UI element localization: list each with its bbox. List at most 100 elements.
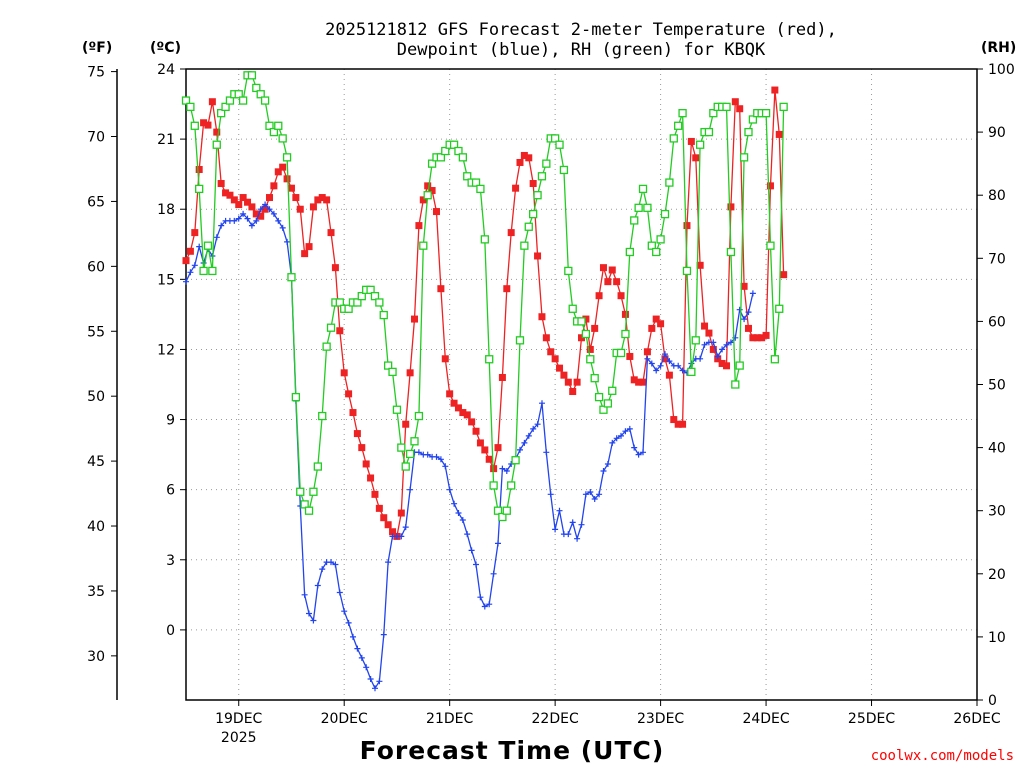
rh-point bbox=[274, 121, 283, 130]
dewpoint-point bbox=[644, 355, 651, 362]
temperature-point bbox=[503, 285, 511, 293]
rh-point bbox=[687, 367, 696, 377]
temperature-point bbox=[397, 509, 405, 517]
rh-point bbox=[265, 121, 274, 130]
temperature-point bbox=[279, 163, 287, 171]
temperature-point bbox=[683, 222, 691, 230]
temperature-point bbox=[617, 292, 625, 300]
temperature-point bbox=[375, 504, 383, 512]
rh-point bbox=[682, 266, 692, 276]
dewpoint-point bbox=[521, 439, 528, 446]
temperature-point bbox=[235, 201, 243, 209]
temperature-point bbox=[674, 420, 682, 428]
dewpoint-point bbox=[341, 608, 348, 615]
series-rh bbox=[181, 71, 788, 522]
rh-point bbox=[388, 367, 397, 377]
x-tick-label: 19DEC bbox=[215, 711, 262, 727]
dewpoint-point bbox=[437, 456, 444, 463]
rh-point bbox=[458, 153, 468, 162]
rh-point bbox=[744, 127, 753, 137]
rh-point bbox=[313, 462, 322, 471]
rh-point bbox=[621, 329, 630, 339]
temperature-point bbox=[670, 416, 678, 424]
dewpoint-point bbox=[275, 217, 282, 224]
dewpoint-point bbox=[354, 645, 361, 652]
dewpoint-point bbox=[407, 486, 414, 493]
x-tick-label: 26DEC bbox=[953, 711, 1000, 727]
temperature-point bbox=[657, 320, 665, 328]
dewpoint-point bbox=[640, 449, 646, 456]
x-tick-label: 23DEC bbox=[637, 711, 684, 727]
temperature-point bbox=[309, 203, 317, 211]
temperature-point bbox=[318, 194, 326, 202]
dewpoint-point bbox=[675, 362, 682, 369]
dewpoint-point bbox=[587, 489, 594, 495]
temperature-point bbox=[516, 158, 524, 166]
dewpoint-point bbox=[490, 570, 497, 577]
dewpoint-point bbox=[477, 594, 484, 601]
dewpoint-point bbox=[415, 449, 422, 456]
temperature-point bbox=[665, 371, 673, 379]
dewpoint-point bbox=[402, 524, 409, 531]
dewpoint-point bbox=[618, 432, 624, 439]
x-tick-label: 24DEC bbox=[742, 711, 789, 727]
celsius-tick-label: 9 bbox=[166, 413, 175, 429]
axes: 0 3 6 9 12 15 18 21 24 30 35 40 45 50 55 60 65 70 75 0 10 20 3… bbox=[87, 62, 1015, 746]
plot-frame bbox=[185, 68, 978, 701]
temperature-point bbox=[727, 203, 735, 211]
dewpoint-point bbox=[284, 238, 291, 245]
rh-point bbox=[419, 241, 428, 250]
celsius-unit-label: (ºC) bbox=[150, 40, 181, 56]
x-tick-label: 25DEC bbox=[848, 711, 895, 727]
dewpoint-point bbox=[319, 566, 326, 573]
rh-point bbox=[397, 443, 406, 452]
rh-point bbox=[463, 172, 472, 181]
temperature-point bbox=[292, 194, 300, 202]
temperature-point bbox=[362, 460, 370, 468]
series-2-meter-temperature bbox=[182, 86, 788, 540]
dewpoint-point bbox=[473, 561, 479, 568]
fahrenheit-tick-label: 55 bbox=[87, 324, 105, 340]
rh-point bbox=[775, 304, 784, 313]
temperature-point bbox=[709, 345, 717, 353]
rh-point bbox=[454, 146, 463, 156]
dewpoint-point bbox=[727, 339, 734, 346]
temperature-point bbox=[494, 444, 502, 452]
dewpoint-point bbox=[433, 453, 440, 460]
rh-point bbox=[203, 241, 213, 250]
rh-point bbox=[282, 153, 292, 162]
rh-point bbox=[260, 96, 270, 105]
rh-unit-label: (RH) bbox=[981, 40, 1016, 56]
temperature-point bbox=[604, 278, 612, 286]
temperature-point bbox=[586, 345, 594, 353]
temperature-point bbox=[578, 334, 585, 342]
temperature-point bbox=[432, 208, 440, 216]
temperature-point bbox=[296, 205, 304, 213]
rh-point bbox=[722, 102, 731, 112]
rh-point bbox=[731, 380, 740, 389]
rh-point bbox=[335, 298, 344, 307]
dewpoint-point bbox=[459, 517, 466, 523]
temperature-point bbox=[762, 331, 770, 339]
temperature-point bbox=[569, 388, 577, 396]
dewpoint-point bbox=[310, 617, 317, 624]
temperature-point bbox=[542, 334, 550, 342]
temperature-point bbox=[446, 390, 454, 398]
dewpoint-point bbox=[600, 468, 607, 474]
dewpoint-point bbox=[481, 603, 488, 610]
rh-point bbox=[300, 500, 309, 509]
rh-point bbox=[739, 153, 749, 162]
rh-point bbox=[436, 153, 446, 162]
data-series bbox=[181, 71, 788, 692]
dewpoint-point bbox=[543, 449, 550, 456]
temperature-point bbox=[222, 189, 230, 197]
rh-point bbox=[414, 411, 424, 421]
title-line-1: 2025121812 GFS Forecast 2-meter Temperat… bbox=[325, 20, 837, 40]
temperature-point bbox=[621, 310, 629, 318]
rh-point bbox=[480, 235, 489, 244]
rh-tick-label: 60 bbox=[988, 314, 1006, 330]
rh-point bbox=[225, 96, 235, 105]
temperature-point bbox=[639, 378, 647, 386]
rh-point bbox=[212, 140, 221, 149]
temperature-point bbox=[327, 229, 335, 237]
